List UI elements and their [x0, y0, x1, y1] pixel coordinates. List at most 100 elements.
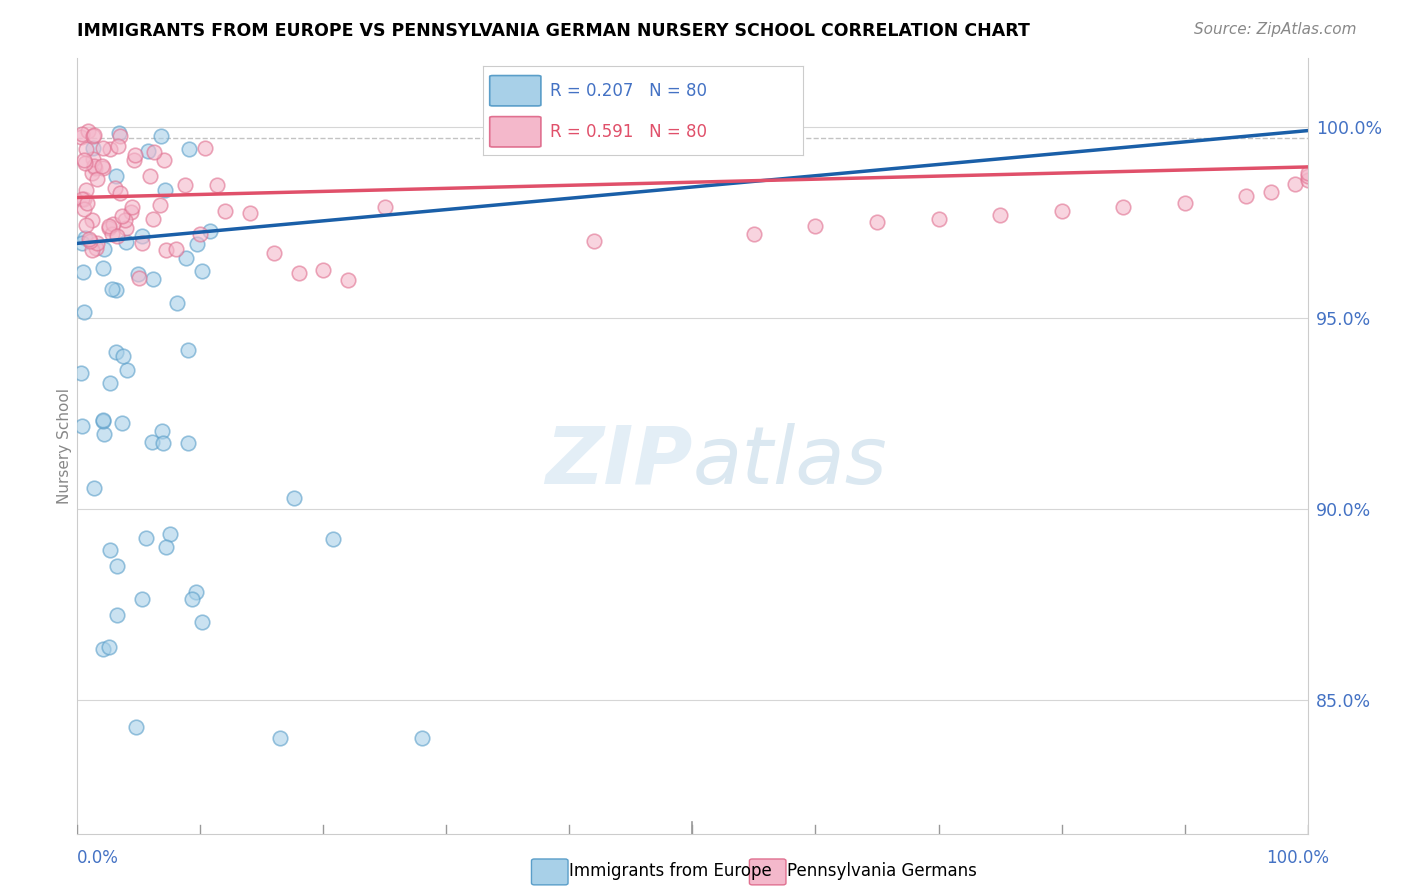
- Point: [90, 159, 112, 173]
- Text: Pennsylvania Germans: Pennsylvania Germans: [787, 863, 977, 880]
- Point: [150, 425, 173, 439]
- Point: [136, 145, 159, 159]
- Point: [112, 350, 135, 364]
- Point: [86, 171, 108, 186]
- Point: [153, 153, 176, 168]
- Point: [72, 265, 94, 279]
- Point: [114, 212, 136, 227]
- Point: [105, 607, 128, 622]
- Point: [93, 427, 115, 442]
- Point: [122, 153, 145, 167]
- Point: [131, 229, 153, 244]
- Point: [93, 242, 115, 256]
- Point: [124, 148, 146, 162]
- Point: [127, 267, 149, 281]
- Point: [153, 184, 176, 198]
- Point: [70, 127, 93, 141]
- Point: [1234, 188, 1257, 202]
- Point: [104, 283, 127, 297]
- Point: [1050, 203, 1073, 218]
- Point: [1296, 169, 1319, 184]
- Point: [928, 211, 950, 226]
- Point: [98, 376, 121, 391]
- Point: [165, 243, 187, 257]
- Point: [186, 236, 208, 251]
- Point: [108, 186, 131, 201]
- Point: [73, 305, 96, 319]
- Point: [84, 161, 107, 175]
- Point: [988, 208, 1011, 222]
- Point: [177, 343, 200, 358]
- Point: [101, 217, 124, 231]
- Point: [82, 152, 104, 166]
- Point: [84, 242, 107, 256]
- Point: [75, 183, 97, 197]
- Point: [97, 219, 120, 233]
- Point: [86, 235, 108, 250]
- Point: [155, 540, 177, 554]
- Point: [111, 416, 134, 430]
- Point: [115, 235, 138, 249]
- Point: [108, 126, 131, 140]
- Point: [115, 363, 138, 377]
- Point: [411, 731, 433, 746]
- Point: [288, 266, 311, 280]
- Point: [184, 585, 207, 599]
- Text: IMMIGRANTS FROM EUROPE VS PENNSYLVANIA GERMAN NURSERY SCHOOL CORRELATION CHART: IMMIGRANTS FROM EUROPE VS PENNSYLVANIA G…: [77, 22, 1031, 40]
- Point: [121, 200, 143, 214]
- Point: [72, 419, 94, 434]
- Point: [79, 232, 101, 246]
- Text: atlas: atlas: [693, 423, 887, 500]
- Point: [110, 209, 132, 223]
- Point: [98, 542, 121, 557]
- Point: [583, 235, 606, 249]
- Point: [125, 721, 148, 735]
- Text: Immigrants from Europe: Immigrants from Europe: [569, 863, 772, 880]
- Point: [159, 527, 181, 541]
- Point: [263, 246, 285, 260]
- Text: 0.0%: 0.0%: [77, 849, 120, 867]
- Point: [73, 231, 96, 245]
- Point: [174, 251, 197, 265]
- Point: [70, 192, 93, 206]
- Point: [191, 264, 214, 278]
- Point: [73, 153, 96, 167]
- Point: [804, 219, 827, 234]
- Point: [139, 169, 162, 183]
- Point: [1296, 166, 1319, 180]
- Point: [110, 129, 132, 144]
- Point: [82, 244, 104, 258]
- Point: [83, 128, 105, 142]
- Point: [75, 156, 97, 170]
- Point: [75, 142, 97, 156]
- Point: [155, 243, 177, 257]
- Point: [107, 139, 129, 153]
- Point: [337, 273, 360, 287]
- Point: [1260, 185, 1282, 199]
- Point: [149, 198, 172, 212]
- Point: [72, 236, 94, 251]
- Point: [97, 220, 120, 235]
- Point: [1296, 173, 1319, 187]
- Point: [193, 141, 215, 155]
- Point: [91, 260, 114, 275]
- Point: [75, 218, 97, 232]
- Point: [150, 128, 173, 143]
- Point: [76, 195, 98, 210]
- Point: [79, 235, 101, 249]
- Point: [866, 215, 889, 229]
- Point: [105, 228, 128, 243]
- Point: [142, 212, 165, 227]
- Point: [69, 129, 91, 144]
- Point: [188, 227, 212, 242]
- Point: [177, 436, 200, 450]
- Point: [322, 532, 344, 546]
- Point: [200, 224, 222, 238]
- Point: [115, 220, 138, 235]
- Point: [76, 124, 98, 138]
- Text: 100.0%: 100.0%: [1265, 849, 1329, 867]
- Point: [100, 227, 122, 241]
- Point: [312, 263, 335, 277]
- Point: [142, 272, 165, 286]
- Point: [73, 202, 96, 217]
